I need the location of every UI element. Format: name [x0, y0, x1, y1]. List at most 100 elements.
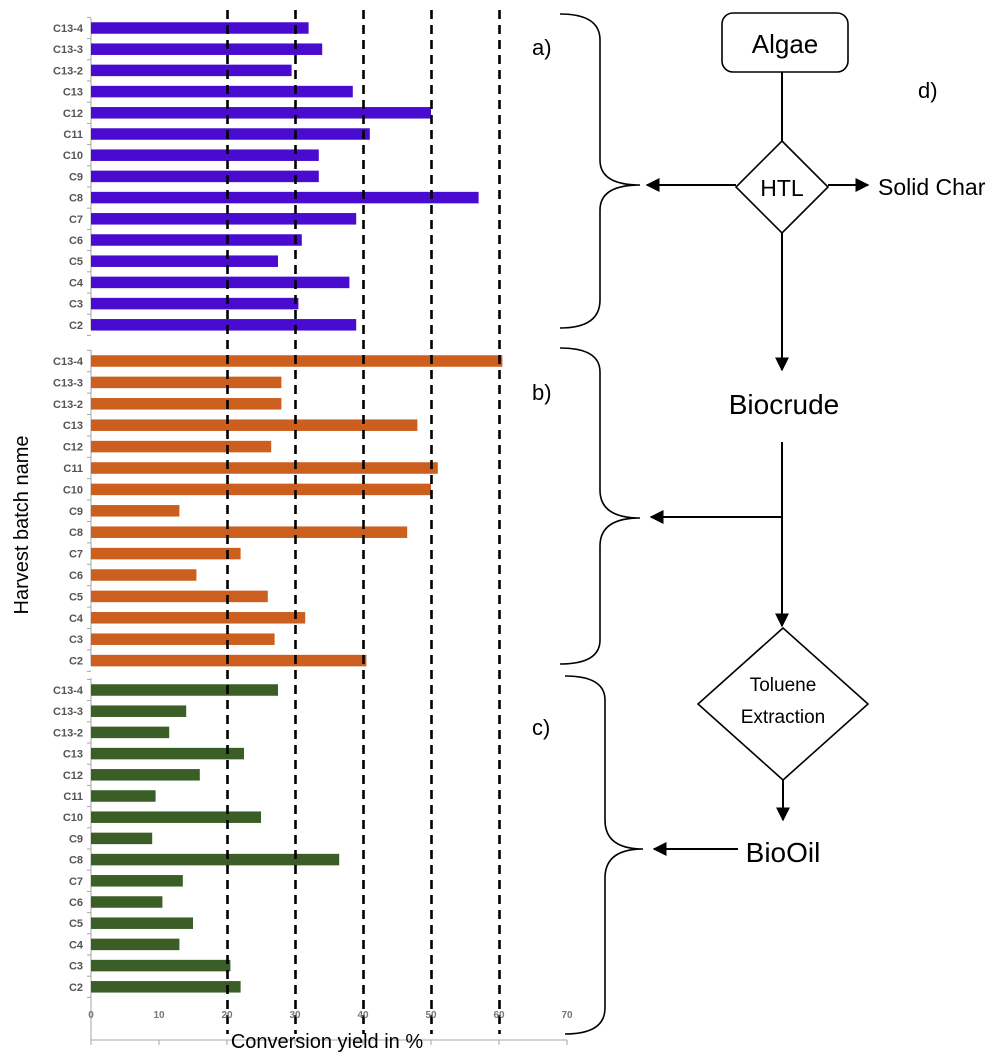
bar-C13-2 — [91, 64, 292, 77]
category-label: C5 — [69, 256, 83, 268]
bar-C6 — [91, 896, 163, 908]
panel-label: c) — [532, 715, 550, 740]
category-label: C8 — [69, 527, 83, 539]
bar-C13-4 — [91, 684, 278, 696]
flowchart: d) Algae HTL Solid Char Biocrude Toluene… — [645, 12, 986, 868]
category-label: C13-3 — [53, 44, 83, 56]
bar-C10 — [91, 483, 431, 496]
bar-C13-3 — [91, 43, 323, 55]
category-label: C10 — [63, 150, 83, 162]
toluene-label-1: Toluene — [750, 675, 817, 696]
bar-C4 — [91, 276, 350, 289]
category-label: C7 — [69, 876, 83, 888]
category-label: C9 — [69, 833, 83, 845]
panel-c: C13-4 C13-3 C13-2 C13 C12 C11 C10 C9 C8 C7 C6 C5 C4 C… — [53, 678, 550, 1040]
bar-C13 — [91, 747, 244, 760]
category-label: C2 — [69, 656, 83, 668]
panel-label-d: d) — [918, 78, 938, 103]
category-label: C4 — [69, 939, 84, 951]
category-label: C13-4 — [53, 23, 84, 35]
bar-C11 — [91, 128, 370, 140]
x-tick-label: 50 — [425, 1010, 437, 1021]
bar-C5 — [91, 255, 278, 267]
bar-C3 — [91, 297, 299, 310]
category-label: C4 — [69, 277, 84, 289]
panel-label: b) — [532, 380, 552, 405]
category-label: C13 — [63, 87, 83, 99]
panel-label: a) — [532, 35, 552, 60]
bar-C13-3 — [91, 705, 187, 717]
bar-C13 — [91, 419, 418, 431]
category-label: C6 — [69, 235, 83, 247]
category-label: C13-3 — [53, 377, 83, 389]
bar-C9 — [91, 832, 153, 845]
bar-C6 — [91, 234, 302, 246]
brace-b — [559, 347, 641, 665]
x-axis-title: Conversion yield in % — [231, 1031, 424, 1053]
x-tick-label: 0 — [88, 1010, 94, 1021]
htl-label: HTL — [760, 175, 804, 201]
chart-panels: C13-4 C13-3 C13-2 C13 C12 C11 C10 C9 C8 C7 C6 C5 C4 C… — [53, 16, 552, 1040]
bar-C9 — [91, 505, 180, 517]
panel-b: C13-4 C13-3 C13-2 C13 C12 C11 C10 C9 C8 C7 C6 C5 C4 C… — [53, 349, 552, 672]
category-label: C8 — [69, 855, 83, 867]
bar-C4 — [91, 612, 306, 624]
bar-C13-4 — [91, 22, 309, 34]
reference-lines — [226, 10, 501, 1034]
category-label: C13-4 — [53, 685, 84, 697]
category-label: C12 — [63, 442, 83, 454]
bar-C8 — [91, 191, 479, 204]
category-label: C2 — [69, 320, 83, 332]
category-label: C10 — [63, 484, 83, 496]
bar-C3 — [91, 633, 275, 645]
category-label: C3 — [69, 299, 83, 311]
category-label: C13-4 — [53, 356, 84, 368]
toluene-label-2: Extraction — [741, 707, 825, 728]
x-tick-label: 30 — [289, 1010, 301, 1021]
category-label: C13-2 — [53, 727, 83, 739]
category-label: C3 — [69, 961, 83, 973]
panel-a: C13-4 C13-3 C13-2 C13 C12 C11 C10 C9 C8 C7 C6 C5 C4 C… — [53, 16, 552, 336]
biocrude-label: Biocrude — [729, 389, 840, 420]
algae-label: Algae — [752, 29, 819, 59]
braces — [559, 13, 644, 1035]
category-label: C5 — [69, 918, 83, 930]
category-label: C9 — [69, 171, 83, 183]
bar-C13-3 — [91, 376, 282, 389]
category-label: C13-2 — [53, 399, 83, 411]
bar-C13 — [91, 85, 353, 98]
category-label: C7 — [69, 214, 83, 226]
category-label: C8 — [69, 193, 83, 205]
x-tick-label: 60 — [493, 1010, 505, 1021]
category-label: C9 — [69, 506, 83, 518]
x-tick-label: 10 — [153, 1010, 165, 1021]
category-label: C13-3 — [53, 706, 83, 718]
category-label: C7 — [69, 549, 83, 561]
bar-C13-2 — [91, 726, 170, 739]
bar-C4 — [91, 938, 180, 951]
bar-C2 — [91, 319, 357, 331]
x-tick-label: 20 — [221, 1010, 233, 1021]
bar-C12 — [91, 107, 431, 119]
algae-box — [721, 12, 849, 73]
bar-C11 — [91, 790, 156, 802]
bar-C8 — [91, 526, 408, 538]
y-axis-title: Harvest batch name — [11, 436, 33, 615]
category-label: C5 — [69, 591, 83, 603]
toluene-diamond — [696, 626, 870, 782]
category-label: C13-2 — [53, 65, 83, 77]
category-label: C11 — [63, 463, 83, 475]
bar-C12 — [91, 440, 272, 453]
bar-C9 — [91, 170, 319, 183]
bar-C6 — [91, 569, 197, 581]
bar-C8 — [91, 853, 340, 866]
bar-C10 — [91, 811, 261, 823]
bar-C7 — [91, 213, 357, 225]
solid-char-label: Solid Char — [878, 174, 986, 200]
category-label: C12 — [63, 770, 83, 782]
category-label: C10 — [63, 812, 83, 824]
x-tick-label: 40 — [357, 1010, 369, 1021]
category-label: C4 — [69, 613, 84, 625]
bar-C7 — [91, 547, 241, 560]
